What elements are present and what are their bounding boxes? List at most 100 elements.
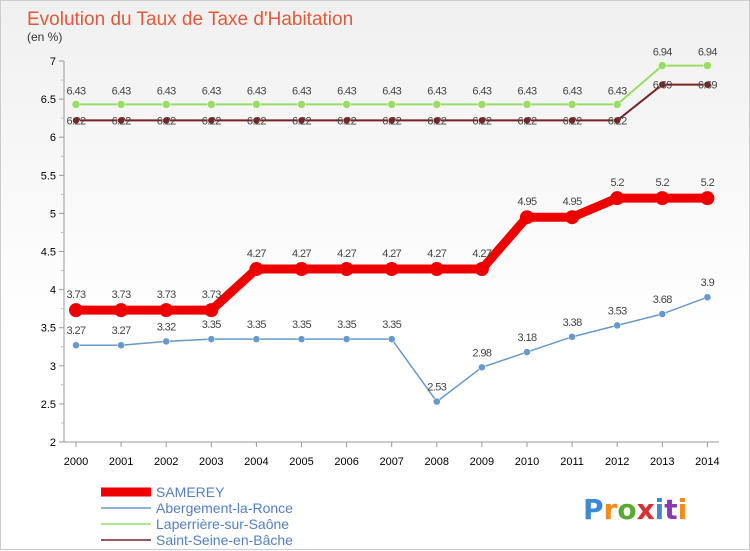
data-label: 6.43	[112, 85, 131, 97]
data-point	[429, 262, 444, 277]
data-point	[162, 116, 170, 125]
data-point	[655, 191, 670, 206]
data-point	[252, 335, 261, 343]
data-point	[207, 100, 216, 109]
data-label: 6.43	[337, 85, 356, 97]
x-tick-label: 2011	[560, 456, 584, 468]
data-label: 3.38	[563, 317, 582, 329]
data-point	[613, 116, 621, 125]
data-point	[117, 116, 125, 125]
data-label: 6.22	[472, 115, 491, 127]
data-point	[523, 348, 531, 356]
data-label: 3.35	[337, 319, 356, 331]
data-point	[116, 100, 126, 109]
data-point	[117, 341, 125, 349]
data-point	[478, 363, 486, 372]
data-point	[72, 116, 80, 125]
x-tick-label: 2010	[515, 456, 539, 468]
data-point	[703, 61, 712, 70]
data-label: 4.95	[563, 196, 582, 208]
proxiti-logo: Proxiti	[583, 493, 687, 526]
y-tick-label: 5	[50, 208, 56, 220]
data-label: 2.53	[427, 382, 446, 394]
y-tick-label: 5.5	[41, 170, 56, 182]
data-point	[658, 310, 667, 318]
y-tick-label: 6.5	[41, 94, 56, 106]
data-label: 5.2	[656, 177, 670, 189]
data-label: 6.94	[698, 47, 717, 59]
y-tick-label: 7	[50, 56, 56, 68]
data-label: 6.22	[292, 115, 311, 127]
y-tick-label: 3	[50, 361, 56, 373]
x-tick-label: 2012	[605, 456, 629, 468]
chart-subtitle: (en %)	[27, 30, 62, 44]
data-label: 6.22	[517, 115, 536, 127]
y-tick-label: 6	[50, 132, 56, 144]
data-label: 6.22	[157, 115, 176, 127]
data-label: 6.69	[698, 80, 717, 92]
data-label: 4.95	[517, 196, 536, 208]
data-point	[703, 293, 712, 301]
legend-label: Saint-Seine-en-Bâche	[156, 532, 293, 548]
data-label: 6.22	[247, 115, 266, 127]
data-label: 6.43	[247, 85, 266, 97]
data-label: 6.22	[608, 115, 627, 127]
data-label: 6.22	[382, 115, 401, 127]
data-label: 6.43	[292, 85, 311, 97]
data-label: 3.27	[112, 325, 131, 337]
data-point	[387, 100, 396, 109]
data-point	[294, 262, 309, 277]
data-point	[249, 262, 264, 277]
data-label: 6.22	[337, 115, 356, 127]
data-label: 6.22	[202, 115, 221, 127]
data-label: 3.35	[292, 319, 311, 331]
data-point	[384, 262, 399, 277]
x-ticks: 2000 2001 2002 2003 2004 2005 2006 2007 2008 2009…	[64, 442, 720, 468]
data-label: 6.43	[563, 85, 582, 97]
data-point	[565, 210, 580, 225]
data-point	[568, 333, 576, 341]
legend-label: Abergement-la-Ronce	[156, 500, 293, 516]
data-point	[207, 116, 216, 125]
data-label: 4.27	[472, 248, 491, 260]
y-tick-label: 2	[50, 437, 56, 449]
data-label: 6.43	[202, 85, 221, 97]
data-point	[387, 116, 396, 125]
data-label: 6.94	[653, 47, 672, 59]
data-label: 6.43	[66, 85, 85, 97]
data-label: 3.35	[382, 319, 401, 331]
data-point	[523, 116, 531, 125]
data-point	[69, 303, 83, 318]
data-label: 6.22	[66, 115, 85, 127]
data-point	[474, 262, 489, 277]
data-point	[339, 262, 354, 277]
data-point	[522, 100, 532, 109]
data-point	[71, 100, 81, 109]
data-labels: 3.73 3.73 3.73 3.73 4.27 4.27 4.27 4.27 4.27 4.27…	[66, 47, 717, 394]
y-ticks: 2 2.5 3 3.5 4 4.5 5 5.5 6 6.5 7	[41, 56, 64, 449]
data-label: 3.32	[157, 321, 176, 333]
legend-label: SAMEREY	[156, 484, 225, 500]
data-label: 6.22	[427, 115, 446, 127]
y-tick-label: 2.5	[41, 399, 56, 411]
x-tick-label: 2003	[199, 456, 223, 468]
data-label: 6.43	[517, 85, 536, 97]
data-point	[567, 100, 577, 109]
y-tick-label: 4	[50, 285, 56, 297]
data-label: 3.73	[157, 289, 176, 301]
data-label: 5.2	[701, 177, 715, 189]
data-point	[568, 116, 576, 125]
x-tick-label: 2007	[379, 456, 403, 468]
y-tick-label: 3.5	[41, 323, 56, 335]
data-point	[703, 80, 712, 89]
data-label: 3.18	[517, 332, 536, 344]
data-label: 3.27	[66, 325, 85, 337]
data-point	[387, 335, 396, 343]
data-point	[433, 397, 441, 406]
data-label: 6.43	[382, 85, 401, 97]
data-label: 3.68	[653, 294, 672, 306]
data-label: 6.43	[157, 85, 176, 97]
data-label: 3.73	[66, 289, 85, 301]
